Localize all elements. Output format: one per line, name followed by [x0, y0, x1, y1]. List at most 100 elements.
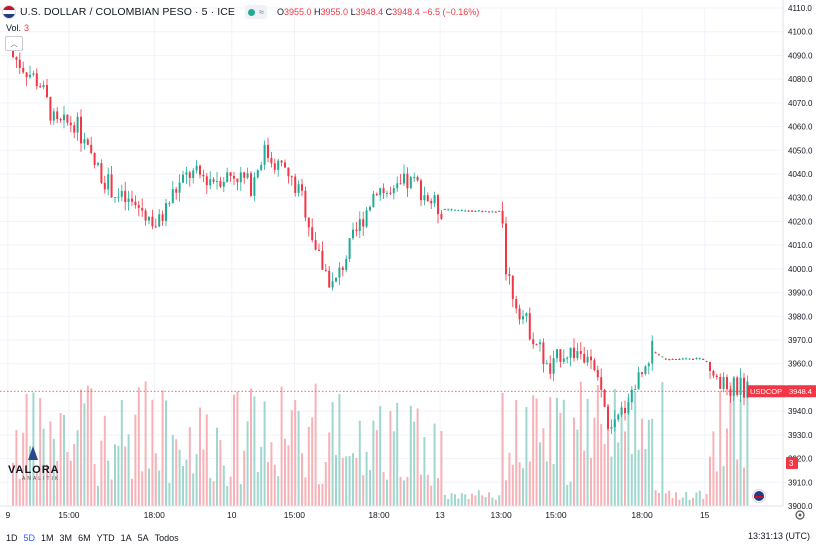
- volume-bar: [457, 498, 460, 506]
- candle-body: [743, 377, 745, 398]
- candle-body: [671, 358, 674, 360]
- volume-bar: [739, 399, 742, 506]
- candle-body: [12, 45, 14, 58]
- candle-body: [355, 229, 358, 232]
- candle-body: [134, 201, 137, 206]
- candle-body: [83, 139, 86, 144]
- candle-body: [348, 238, 351, 259]
- candle-body: [290, 176, 293, 178]
- volume-bar: [209, 477, 212, 506]
- volume-bar: [467, 499, 470, 506]
- candle-body: [511, 275, 514, 300]
- timeframe-1m[interactable]: 1M: [41, 532, 54, 543]
- candle-body: [151, 216, 154, 227]
- candle-body: [307, 217, 310, 228]
- candle-body: [528, 313, 531, 340]
- time-tick-label: 18:00: [631, 510, 653, 520]
- candle-body: [732, 377, 735, 396]
- candle-body: [73, 125, 76, 133]
- volume-bar: [447, 499, 450, 506]
- candle-body: [324, 269, 327, 271]
- volume-bar: [236, 391, 239, 506]
- candle-body: [56, 111, 59, 120]
- collapse-legend-button[interactable]: ︿: [5, 36, 23, 51]
- candle-body: [583, 353, 586, 363]
- candle-body: [484, 210, 487, 212]
- volume-bar: [324, 461, 327, 506]
- volume-bar: [256, 472, 259, 506]
- volume-bar: [671, 498, 674, 506]
- volume-bar: [559, 412, 562, 506]
- volume-legend: Vol. 3: [6, 23, 30, 33]
- candle-body: [358, 219, 361, 232]
- volume-bar: [668, 490, 671, 506]
- volume-bar: [586, 398, 589, 506]
- candle-body: [321, 250, 324, 270]
- volume-bar: [253, 396, 256, 506]
- candle-body: [137, 205, 140, 208]
- volume-bar: [375, 429, 378, 506]
- volume-bar: [124, 446, 127, 506]
- last-price-symbol: USDCOP: [750, 387, 782, 396]
- timeframe-todos[interactable]: Todos: [154, 532, 179, 543]
- candle-body: [535, 344, 538, 346]
- price-tick-label: 3990.0: [788, 289, 813, 298]
- volume-bar: [127, 434, 130, 506]
- volume-bar: [318, 484, 320, 506]
- price-tick-label: 3900.0: [788, 502, 813, 511]
- volume-bar: [202, 449, 205, 506]
- volume-bar: [658, 493, 660, 506]
- timeframe-5d[interactable]: 5D: [23, 532, 36, 543]
- volume-bar: [522, 468, 524, 506]
- volume-bar: [372, 420, 375, 506]
- volume-bar: [644, 448, 647, 506]
- volume-bar: [423, 437, 426, 506]
- candle-body: [379, 188, 382, 196]
- volume-bar: [746, 393, 749, 506]
- volume-bar: [144, 381, 147, 506]
- candle-body: [216, 181, 218, 183]
- candle-body: [341, 267, 344, 270]
- timeframe-ytd[interactable]: YTD: [96, 532, 115, 543]
- candle-body: [29, 74, 31, 78]
- market-status-pill[interactable]: ≈: [245, 5, 267, 19]
- volume-bar: [545, 461, 548, 506]
- flag-badge[interactable]: [752, 489, 766, 503]
- volume-bar: [399, 476, 402, 506]
- volume-bar: [243, 450, 246, 506]
- volume-bar: [168, 482, 171, 506]
- candle-body: [192, 170, 195, 178]
- timeframe-5a[interactable]: 5A: [137, 532, 149, 543]
- volume-bar: [430, 485, 433, 506]
- candle-body: [263, 144, 266, 165]
- candle-body: [488, 211, 490, 213]
- symbol-title[interactable]: U.S. DOLLAR / COLOMBIAN PESO · 5 · ICE: [20, 6, 236, 18]
- candle-body: [685, 358, 688, 360]
- candle-body: [270, 157, 273, 164]
- timeframe-1a[interactable]: 1A: [120, 532, 132, 543]
- candle-body: [178, 182, 181, 193]
- settings-icon[interactable]: [795, 510, 805, 520]
- timeframe-1d[interactable]: 1D: [6, 532, 18, 543]
- timeframe-6m[interactable]: 6M: [78, 532, 91, 543]
- candle-body: [161, 214, 164, 221]
- candle-body: [188, 172, 191, 178]
- price-axis[interactable]: 4110.0 4100.0 4090.0 4080.0 4070.0 4060.0 4050…: [0, 0, 813, 511]
- time-axis[interactable]: 9 15:00 18:00 10 15:00 18:00 13 13:00 15:00 18:00…: [5, 510, 709, 520]
- candle-body: [25, 72, 28, 78]
- volume-bar: [416, 408, 419, 506]
- candle-body: [593, 360, 596, 371]
- volume-bar: [260, 446, 263, 506]
- time-tick-label: 15:00: [284, 510, 306, 520]
- timeframe-3m[interactable]: 3M: [59, 532, 73, 543]
- candle-body: [559, 349, 562, 362]
- candle-body: [464, 210, 467, 212]
- candle-body: [260, 164, 263, 171]
- candle-body: [474, 210, 477, 212]
- candle-body: [202, 174, 205, 177]
- candle-body: [280, 160, 283, 163]
- utc-clock[interactable]: 13:31:13 (UTC): [747, 531, 810, 541]
- candle-body: [664, 358, 667, 360]
- candle-body: [80, 116, 82, 144]
